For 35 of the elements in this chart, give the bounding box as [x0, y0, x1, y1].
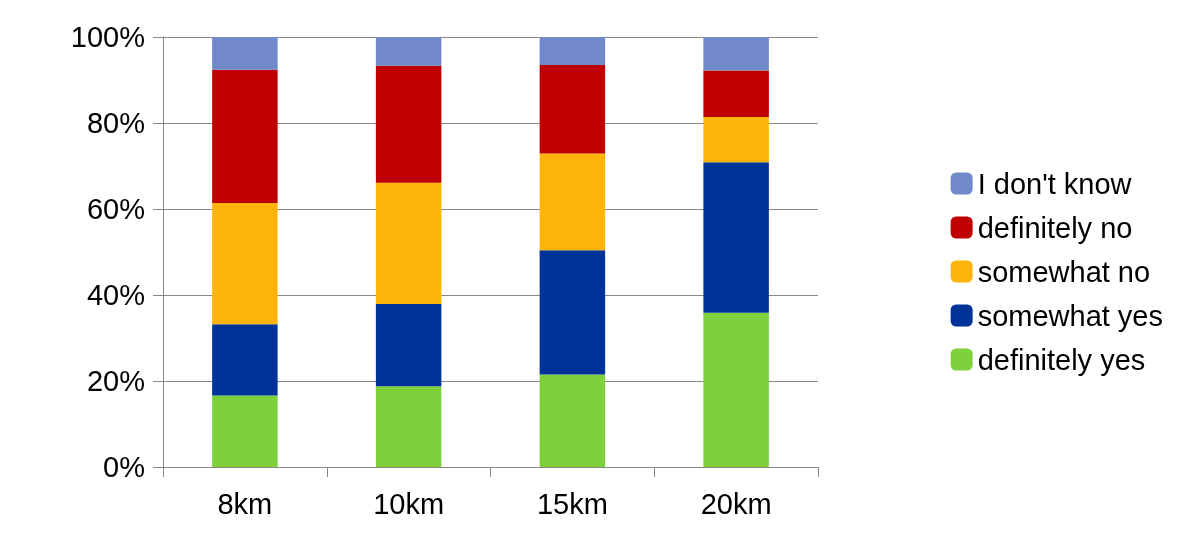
- bar: [375, 182, 442, 305]
- bar: [703, 162, 769, 313]
- bar: [539, 153, 606, 251]
- y-tick-label: 60%: [86, 193, 145, 225]
- bar: [375, 304, 442, 387]
- bar: [703, 116, 769, 163]
- y-tick-label: 40%: [86, 279, 145, 311]
- bar: [212, 324, 278, 396]
- bar: [212, 202, 278, 325]
- bar: [212, 395, 278, 467]
- legend-label: somewhat yes: [977, 299, 1163, 332]
- bar: [539, 250, 606, 375]
- bar: [703, 70, 769, 117]
- legend-label: somewhat no: [977, 255, 1151, 288]
- bar: [375, 386, 442, 467]
- y-tick-label: 100%: [70, 21, 145, 53]
- bar: [539, 64, 606, 154]
- legend-label: definitely no: [977, 211, 1133, 244]
- bar: [703, 312, 769, 467]
- x-tick-label: 15km: [536, 487, 608, 520]
- legend-label: I don't know: [977, 167, 1133, 200]
- x-tick-label: 8km: [217, 487, 273, 520]
- bar: [212, 37, 278, 70]
- bar: [539, 37, 606, 65]
- y-tick-label: 20%: [86, 365, 145, 397]
- bar: [703, 37, 769, 71]
- legend-label: definitely yes: [977, 343, 1146, 376]
- x-tick-label: 20km: [700, 487, 772, 520]
- y-tick-label: 80%: [86, 107, 145, 139]
- x-tick-label: 10km: [373, 487, 445, 520]
- y-tick-label: 0%: [103, 451, 145, 483]
- bar: [375, 65, 442, 183]
- bar: [375, 37, 442, 66]
- bar: [212, 69, 278, 203]
- bar: [539, 374, 606, 467]
